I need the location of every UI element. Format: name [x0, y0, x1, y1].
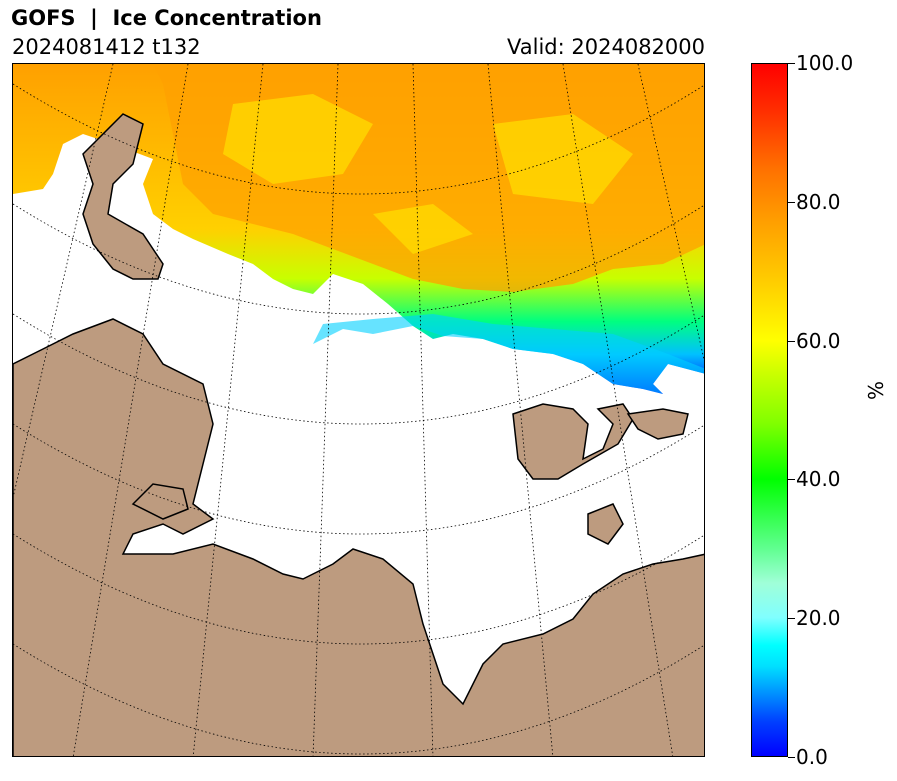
colorbar-tick-label: 40.0 [796, 467, 841, 492]
novaya-zemlya-island [82, 113, 164, 280]
ice-edge-blue [313, 314, 704, 394]
ice-concentration-map[interactable] [12, 63, 705, 757]
colorbar-tick-label: 0.0 [796, 745, 828, 769]
taymyr-island [587, 503, 624, 545]
colorbar-tick-label: 80.0 [796, 189, 841, 214]
colorbar-tick [788, 618, 795, 620]
valid-time-label: Valid: 2024082000 [507, 35, 705, 59]
colorbar-tick [788, 201, 795, 203]
siberian-mainland [13, 318, 704, 756]
map-title: GOFS | Ice Concentration [11, 6, 322, 30]
severnaya-zemlya-island [512, 403, 634, 480]
colorbar-tick [788, 757, 795, 758]
yamal-peninsula [131, 483, 189, 520]
colorbar-tick [788, 340, 795, 342]
run-time-label: 2024081412 t132 [12, 35, 201, 59]
longitude-line [13, 64, 114, 500]
longitude-line [487, 64, 554, 756]
longitude-line [72, 64, 189, 756]
colorbar-tick-label: 60.0 [796, 328, 841, 353]
longitude-line [192, 64, 264, 756]
colorbar-tick-label: 100.0 [796, 51, 854, 75]
latitude-line [13, 83, 704, 195]
latitude-line [13, 533, 704, 645]
colorbar-tick-label: 20.0 [796, 606, 841, 631]
ice-patches-yellow [223, 94, 633, 254]
colorbar-unit-label: % [864, 380, 888, 400]
colorbar-tick [788, 63, 795, 64]
colorbar-tick [788, 479, 795, 481]
latitude-line [13, 313, 704, 425]
small-island-east [626, 408, 689, 440]
graticule [13, 64, 704, 756]
longitude-line [562, 64, 674, 756]
latitude-line [13, 423, 704, 535]
latitude-line [13, 643, 704, 755]
ice-core-orange [153, 64, 704, 292]
colorbar [751, 63, 788, 757]
latitude-line [13, 203, 704, 315]
